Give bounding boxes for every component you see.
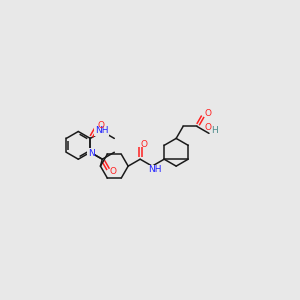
Text: NH: NH — [95, 126, 108, 135]
Text: O: O — [110, 167, 117, 176]
Text: H: H — [211, 126, 218, 135]
Text: N: N — [88, 148, 94, 158]
Text: O: O — [204, 109, 211, 118]
Text: O: O — [140, 140, 148, 149]
Text: NH: NH — [148, 166, 162, 175]
Text: O: O — [98, 121, 105, 130]
Text: O: O — [205, 123, 212, 132]
